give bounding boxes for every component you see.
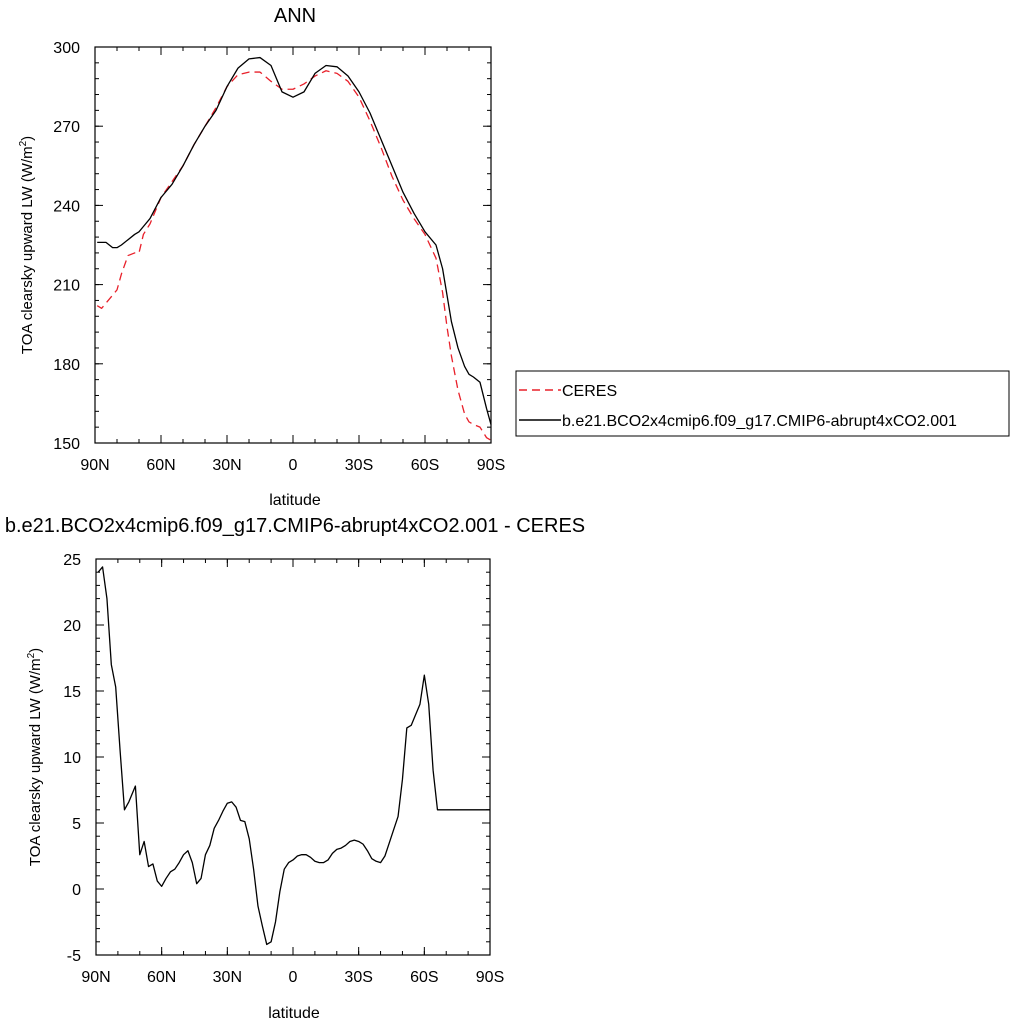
top-panel-series-line-1 bbox=[97, 56, 492, 425]
top-panel-xtick-label: 30S bbox=[345, 457, 373, 474]
bottom-panel-ytick-label: 25 bbox=[63, 552, 81, 569]
top-panel-xtick-label: 90N bbox=[80, 457, 109, 474]
top-panel-ytick-label: 240 bbox=[53, 198, 80, 215]
bottom-panel-y-axis-label: TOA clearsky upward LW (W/m2) bbox=[26, 648, 44, 866]
legend-label-ceres: CERES bbox=[562, 383, 617, 400]
bottom-panel-series bbox=[97, 566, 490, 946]
top-panel-ytick-label: 300 bbox=[53, 40, 80, 57]
top-panel-series-line-0 bbox=[96, 70, 492, 441]
bottom-panel-ytick-label: 5 bbox=[72, 816, 81, 833]
bottom-panel-xtick-label: 90S bbox=[476, 969, 504, 986]
bottom-panel-ytick-label: 20 bbox=[63, 618, 81, 635]
bottom-panel-xtick-label: 30S bbox=[344, 969, 372, 986]
top-panel-y-axis-label-text: TOA clearsky upward LW (W/m bbox=[19, 146, 36, 354]
top-panel-ytick-label: 210 bbox=[53, 278, 80, 295]
bottom-panel-xtick-label: 60S bbox=[410, 969, 438, 986]
bottom-panel-ticks: 90N 60N 30N 0 30S 60S 90S -5 0 5 10 15 20 25 bbox=[63, 552, 504, 986]
bottom-panel-y-axis-label-close: ) bbox=[27, 648, 44, 653]
top-panel-ytick-label: 270 bbox=[53, 119, 80, 136]
bottom-panel-y-axis-label-text: TOA clearsky upward LW (W/m bbox=[27, 658, 44, 866]
bottom-panel-ytick-label: 0 bbox=[72, 882, 81, 899]
top-panel-y-axis-label-sup: 2 bbox=[18, 140, 29, 146]
top-panel-xtick-label: 90S bbox=[477, 457, 505, 474]
top-panel-series bbox=[96, 56, 492, 441]
top-panel-ytick-label: 150 bbox=[53, 436, 80, 453]
bottom-panel-series-line-0 bbox=[97, 566, 490, 946]
top-panel-ticks: 90N 60N 30N 0 30S 60S 90S 150 180 210 240 270 300 bbox=[53, 40, 505, 474]
top-panel-y-axis-label: TOA clearsky upward LW (W/m2) bbox=[18, 136, 36, 354]
bottom-panel-xtick-label: 0 bbox=[289, 969, 298, 986]
bottom-panel-ytick-label: -5 bbox=[67, 948, 81, 965]
bottom-panel-frame bbox=[95, 558, 491, 956]
top-panel-xtick-label: 0 bbox=[289, 457, 298, 474]
bottom-panel: b.e21.BCO2x4cmip6.f09_g17.CMIP6-abrupt4x… bbox=[5, 515, 585, 1022]
legend: CERES b.e21.BCO2x4cmip6.f09_g17.CMIP6-ab… bbox=[515, 370, 1010, 437]
bottom-panel-xtick-label: 90N bbox=[81, 969, 110, 986]
top-panel-title: ANN bbox=[274, 5, 316, 27]
bottom-panel-ytick-label: 15 bbox=[63, 684, 81, 701]
bottom-panel-x-axis-label: latitude bbox=[268, 1005, 320, 1022]
legend-box bbox=[515, 370, 1010, 437]
top-panel-x-axis-label: latitude bbox=[269, 492, 321, 509]
top-panel-y-axis-label-close: ) bbox=[19, 136, 36, 141]
top-panel-xtick-label: 30N bbox=[212, 457, 241, 474]
bottom-panel-title: b.e21.BCO2x4cmip6.f09_g17.CMIP6-abrupt4x… bbox=[5, 515, 585, 537]
legend-label-model: b.e21.BCO2x4cmip6.f09_g17.CMIP6-abrupt4x… bbox=[562, 413, 957, 430]
bottom-panel-xtick-label: 60N bbox=[147, 969, 176, 986]
top-panel-xtick-label: 60S bbox=[411, 457, 439, 474]
top-panel-frame bbox=[94, 46, 492, 444]
bottom-panel-ytick-label: 10 bbox=[63, 750, 81, 767]
top-panel-xtick-label: 60N bbox=[146, 457, 175, 474]
bottom-panel-y-axis-label-sup: 2 bbox=[26, 652, 37, 658]
top-panel-ytick-label: 180 bbox=[53, 357, 80, 374]
bottom-panel-xtick-label: 30N bbox=[213, 969, 242, 986]
top-panel: ANN TOA clearsky upward LW (W/m2) latitu… bbox=[18, 5, 505, 509]
